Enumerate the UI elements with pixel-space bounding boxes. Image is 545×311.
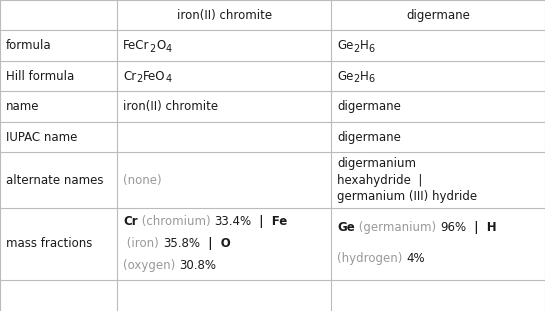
Text: digermane: digermane: [337, 131, 401, 144]
Text: H: H: [360, 39, 369, 52]
Text: 4: 4: [165, 44, 171, 54]
Text: 96%: 96%: [440, 221, 466, 234]
Text: |  O: | O: [199, 237, 231, 250]
Text: 4: 4: [165, 74, 171, 84]
Text: Cr: Cr: [123, 70, 136, 83]
Text: formula: formula: [6, 39, 52, 52]
Text: Hill formula: Hill formula: [6, 70, 74, 83]
Text: |  H: | H: [466, 221, 496, 234]
Text: 30.8%: 30.8%: [179, 258, 216, 272]
Text: digermane: digermane: [406, 9, 470, 22]
Text: 35.8%: 35.8%: [162, 237, 199, 250]
Text: 6: 6: [369, 74, 375, 84]
Text: digermanium: digermanium: [337, 157, 416, 170]
Text: 2: 2: [136, 74, 143, 84]
Text: |  Fe: | Fe: [251, 215, 288, 228]
Text: iron(II) chromite: iron(II) chromite: [123, 100, 219, 113]
Text: FeO: FeO: [143, 70, 165, 83]
Text: alternate names: alternate names: [6, 174, 104, 187]
Text: 6: 6: [369, 44, 375, 54]
Text: 4%: 4%: [407, 252, 425, 265]
Text: H: H: [360, 70, 369, 83]
Text: 2: 2: [150, 44, 156, 54]
Text: Cr: Cr: [123, 215, 138, 228]
Text: mass fractions: mass fractions: [6, 237, 92, 250]
Text: (none): (none): [123, 174, 162, 187]
Text: germanium (III) hydride: germanium (III) hydride: [337, 190, 477, 203]
Text: IUPAC name: IUPAC name: [6, 131, 77, 144]
Text: 33.4%: 33.4%: [214, 215, 251, 228]
Text: (hydrogen): (hydrogen): [337, 252, 407, 265]
Text: (oxygen): (oxygen): [123, 258, 179, 272]
Text: FeCr: FeCr: [123, 39, 150, 52]
Text: (germanium): (germanium): [355, 221, 440, 234]
Text: 2: 2: [354, 74, 360, 84]
Text: (iron): (iron): [123, 237, 162, 250]
Text: Ge: Ge: [337, 70, 354, 83]
Text: O: O: [156, 39, 165, 52]
Text: Ge: Ge: [337, 221, 355, 234]
Text: 2: 2: [354, 44, 360, 54]
Text: hexahydride  |: hexahydride |: [337, 174, 423, 187]
Text: Ge: Ge: [337, 39, 354, 52]
Text: name: name: [6, 100, 39, 113]
Text: iron(II) chromite: iron(II) chromite: [177, 9, 272, 22]
Text: digermane: digermane: [337, 100, 401, 113]
Text: (chromium): (chromium): [138, 215, 214, 228]
